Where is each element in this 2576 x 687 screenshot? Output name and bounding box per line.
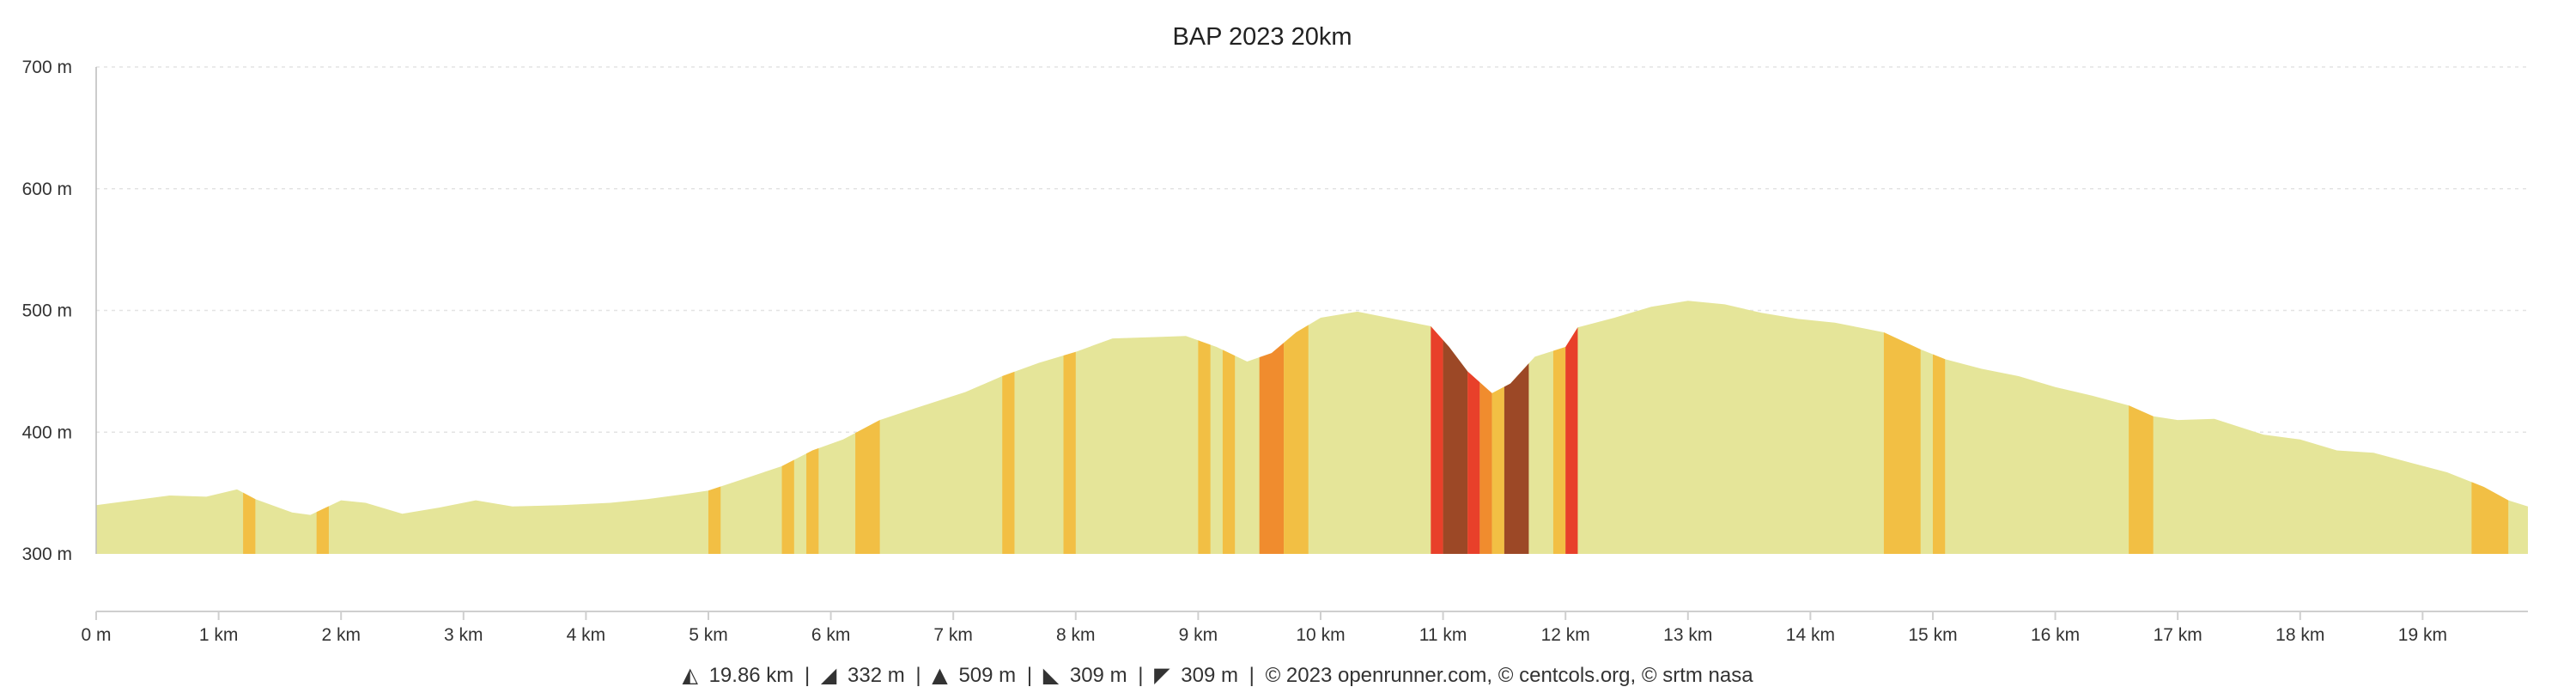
x-tick-label: 0 m [81,625,111,645]
y-tick-label: 700 m [22,58,72,77]
x-tick-label: 15 km [1908,625,1957,645]
ascent-value: 309 m [1070,664,1127,687]
gradient-segment-very_steep [1565,301,1578,554]
ascent-icon: ◣ [1043,663,1060,687]
x-tick-label: 16 km [2031,625,2080,645]
x-tick-label: 19 km [2398,625,2447,645]
gradient-segment-moderate [2129,301,2154,554]
elevation-gain-value: 332 m [848,664,905,687]
x-axis: 0 m 1 km 2 km 3 km 4 km 5 km 6 km 7 km 8 km 9 km 1… [81,611,2447,645]
y-tick-label: 600 m [22,179,72,199]
x-tick-label: 12 km [1541,625,1590,645]
y-tick-label: 400 m [22,423,72,442]
y-tick-label: 300 m [22,544,72,564]
footer-stats: ◭ 19.86 km | ◢ 332 m | ▲ 509 m | ◣ 309 m… [682,663,1753,687]
x-tick-label: 10 km [1296,625,1345,645]
gradient-segment-moderate [1552,301,1566,554]
chart-title: BAP 2023 20km [1172,23,1352,51]
gradient-segment-moderate [1932,301,1946,554]
gradient-segment-extreme [1443,301,1468,554]
descent-value: 309 m [1181,664,1238,687]
gradient-segment-moderate [1222,301,1236,554]
footer-text: ◭ 19.86 km | ◢ 332 m | ▲ 509 m | ◣ 309 m… [682,663,1753,687]
x-tick-label: 13 km [1663,625,1712,645]
x-tick-label: 11 km [1419,625,1467,645]
x-tick-label: 4 km [567,625,606,645]
gradient-segment-very_steep [1431,301,1443,554]
x-tick-label: 9 km [1179,625,1218,645]
x-tick-label: 2 km [321,625,361,645]
elevation-area [96,301,2528,554]
descent-icon: ◤ [1154,663,1170,687]
distance-value: 19.86 km [709,664,794,687]
x-tick-label: 17 km [2154,625,2202,645]
gradient-segment-moderate [855,301,880,554]
max-altitude-value: 509 m [958,664,1016,687]
x-tick-label: 3 km [444,625,483,645]
gradient-segment-moderate [1198,301,1211,554]
gradient-segment-extreme [1504,301,1529,554]
distance-icon: ◭ [682,663,698,687]
gradient-segment-moderate [1284,301,1309,554]
x-tick-label: 8 km [1056,625,1096,645]
credits: © 2023 openrunner.com, © centcols.org, ©… [1266,664,1754,687]
gradient-segment-moderate [1063,301,1076,554]
x-tick-label: 7 km [933,625,973,645]
x-tick-label: 6 km [811,625,851,645]
max-altitude-icon: ▲ [932,663,948,687]
x-tick-label: 1 km [199,625,239,645]
y-tick-label: 500 m [22,301,72,321]
x-tick-label: 18 km [2275,625,2324,645]
elevation-gain-icon: ◢ [821,663,837,687]
y-axis: 300 m 400 m 500 m 600 m 700 m [22,58,72,564]
x-tick-label: 5 km [689,625,728,645]
x-tick-label: 14 km [1786,625,1835,645]
